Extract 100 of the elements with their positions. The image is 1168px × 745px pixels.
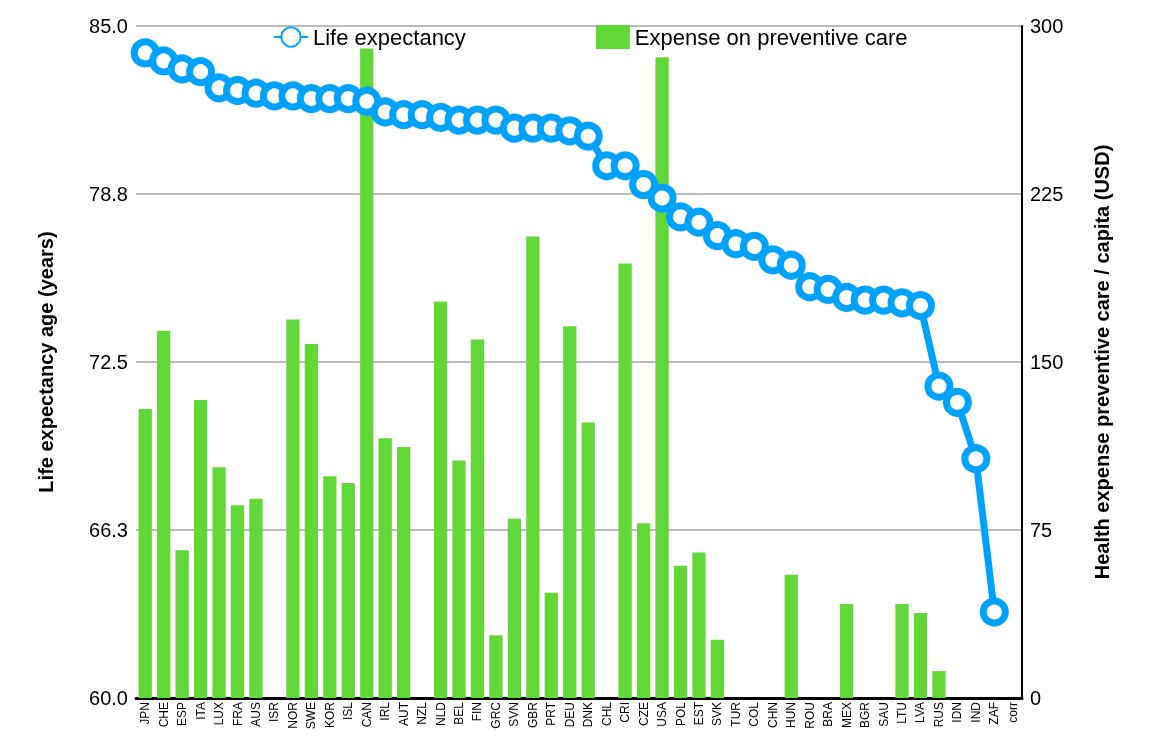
point — [942, 387, 972, 417]
x-tick-label: LTU — [895, 702, 910, 724]
x-tick-label: NZL — [415, 701, 430, 725]
x-tick-label: FIN — [470, 702, 485, 722]
x-tick-label: NOR — [285, 701, 300, 729]
bar — [341, 482, 355, 698]
point — [906, 291, 935, 321]
bar — [360, 48, 374, 698]
x-tick-label: CAN — [359, 702, 374, 728]
bar — [249, 498, 263, 698]
y-axis-title: Life expectancy age (years) — [35, 231, 57, 493]
x-tick-label: BEL — [452, 701, 467, 725]
point — [647, 183, 677, 213]
x-tick-label: USA — [655, 702, 670, 727]
x-tick-label: NLD — [433, 701, 448, 727]
bar — [840, 603, 854, 698]
x-tick-label: LVA — [913, 702, 928, 723]
bar — [544, 592, 558, 698]
y2-axis-title: Health expense preventive care / capita (USD) — [1091, 144, 1113, 580]
bar — [526, 236, 540, 698]
y-tick-label: 72.5 — [89, 351, 128, 373]
bar — [581, 422, 595, 698]
x-tick-label: ROU — [802, 702, 817, 729]
y-tick-label: 66.3 — [89, 519, 128, 541]
x-tick-label: GRC — [488, 701, 503, 729]
bar — [470, 339, 485, 698]
point — [186, 57, 216, 87]
x-tick-label: COL — [747, 701, 762, 727]
bar — [895, 603, 909, 698]
point — [573, 121, 603, 151]
x-tick-label: DNK — [581, 702, 596, 728]
x-tick-label: CHL — [599, 701, 614, 727]
bar — [710, 639, 725, 698]
x-tick-label: IND — [968, 701, 983, 723]
point — [924, 371, 954, 401]
bar — [913, 612, 928, 698]
x-tick-label: SAU — [876, 702, 891, 727]
bar — [230, 505, 245, 698]
x-tick-label: BGR — [858, 701, 873, 729]
point — [684, 207, 714, 237]
x-tick-label: ZAF — [987, 702, 1002, 725]
legend-label: Expense on preventive care — [634, 24, 908, 50]
x-tick-label: DEU — [562, 702, 577, 728]
x-tick-label: SWE — [304, 702, 319, 730]
bar — [932, 671, 946, 698]
bar — [193, 400, 208, 698]
x-tick-label: POL — [673, 701, 688, 727]
bar — [618, 263, 632, 698]
x-tick-label: SVK — [710, 702, 725, 727]
y-tick-label: 85.0 — [89, 15, 128, 37]
x-tick-label: JPN — [138, 702, 153, 725]
bar — [397, 447, 411, 698]
bar — [157, 330, 171, 698]
point — [629, 170, 659, 200]
bar — [507, 518, 522, 698]
x-tick-label: ISR — [267, 701, 282, 723]
x-tick-label: IDN — [950, 702, 965, 723]
x-tick-label: AUT — [396, 701, 411, 726]
x-tick-label: CRI — [618, 702, 633, 723]
y2-tick-label: 0 — [1030, 687, 1042, 709]
point — [961, 444, 991, 474]
bar — [452, 460, 466, 698]
y2-tick-label: 225 — [1030, 183, 1064, 205]
bar — [655, 57, 669, 698]
y2-tick-label: 150 — [1030, 351, 1064, 373]
y-tick-label: 60.0 — [89, 687, 128, 709]
x-tick-label: CZE — [636, 702, 651, 726]
bar — [692, 552, 706, 698]
x-tick-label: SVN — [507, 702, 522, 727]
x-tick-label: ESP — [175, 702, 190, 727]
x-tick-label: IRL — [378, 701, 393, 721]
x-tick-label: LUX — [212, 702, 227, 726]
bar — [673, 565, 688, 698]
x-tick-label: KOR — [322, 701, 337, 729]
bar — [175, 550, 189, 698]
bar — [286, 319, 300, 698]
point — [739, 231, 769, 261]
x-tick-label: HUN — [784, 702, 799, 728]
y-tick-label: 78.8 — [89, 183, 128, 205]
point — [610, 151, 640, 181]
bar — [433, 301, 448, 698]
y2-tick-label: 75 — [1030, 519, 1053, 541]
x-tick-label: corr — [1005, 702, 1020, 723]
bar — [323, 476, 337, 698]
point — [776, 250, 806, 280]
x-tick-label: PRT — [544, 701, 559, 726]
bar — [489, 635, 503, 698]
legend-label: Life expectancy — [313, 24, 466, 50]
bar — [304, 344, 318, 698]
x-tick-label: EST — [691, 701, 706, 726]
x-tick-label: ITA — [193, 702, 208, 720]
bar — [212, 467, 226, 698]
x-tick-label: ISL — [341, 701, 356, 721]
x-tick-label: GBR — [525, 701, 540, 729]
bar — [784, 574, 798, 698]
x-tick-label: FRA — [230, 702, 245, 726]
bar — [636, 523, 651, 698]
y2-tick-label: 300 — [1030, 15, 1064, 37]
x-tick-label: MEX — [839, 702, 854, 729]
bar — [563, 326, 577, 698]
